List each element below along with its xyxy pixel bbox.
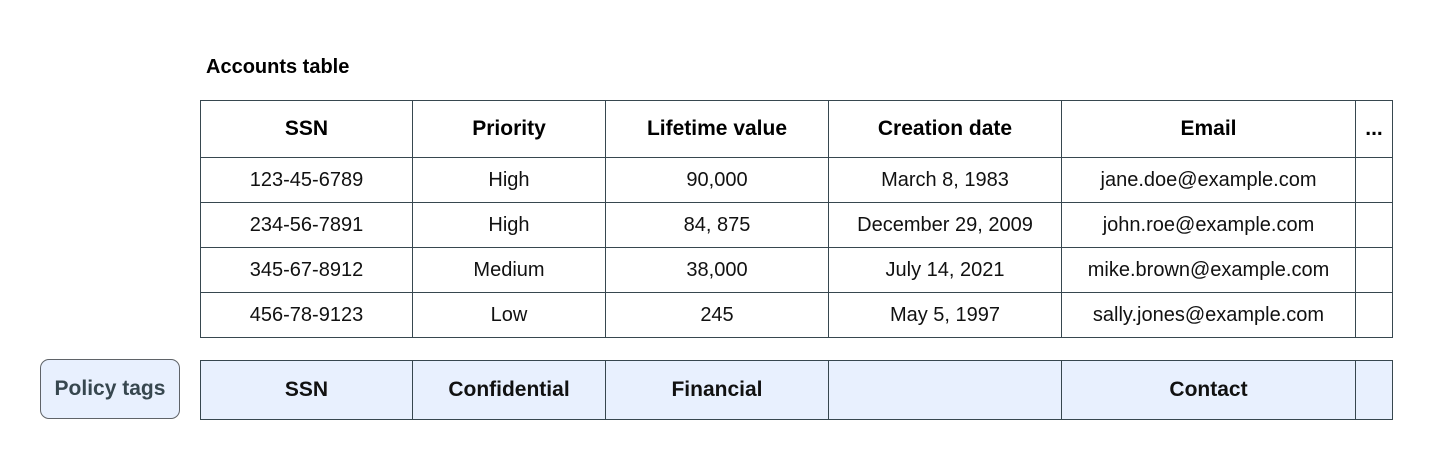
cell-more [1355,202,1393,248]
policy-tag-confidential: Confidential [412,360,606,420]
table-row: 456-78-9123 Low 245 May 5, 1997 sally.jo… [200,292,1393,338]
table-row: 234-56-7891 High 84, 875 December 29, 20… [200,202,1393,248]
cell-email: john.roe@example.com [1061,202,1356,248]
cell-more [1355,292,1393,338]
policy-tag-financial: Financial [605,360,829,420]
cell-lifetime-value: 38,000 [605,247,829,293]
cell-email: mike.brown@example.com [1061,247,1356,293]
policy-tag-contact: Contact [1061,360,1356,420]
header-cell-more: ... [1355,100,1393,158]
header-cell-email: Email [1061,100,1356,158]
cell-creation-date: July 14, 2021 [828,247,1062,293]
cell-priority: High [412,157,606,203]
header-cell-ssn: SSN [200,100,413,158]
cell-creation-date: May 5, 1997 [828,292,1062,338]
cell-ssn: 345-67-8912 [200,247,413,293]
table-row: 345-67-8912 Medium 38,000 July 14, 2021 … [200,247,1393,293]
cell-email: jane.doe@example.com [1061,157,1356,203]
policy-tag-ssn: SSN [200,360,413,420]
table-header-row: SSN Priority Lifetime value Creation dat… [200,100,1393,158]
cell-more [1355,157,1393,203]
policy-tag-cells: SSN Confidential Financial Contact [200,360,1393,420]
cell-lifetime-value: 245 [605,292,829,338]
cell-priority: Low [412,292,606,338]
cell-ssn: 123-45-6789 [200,157,413,203]
policy-tag-empty [828,360,1062,420]
policy-tags-label: Policy tags [40,359,180,419]
header-cell-lifetime-value: Lifetime value [605,100,829,158]
cell-more [1355,247,1393,293]
cell-email: sally.jones@example.com [1061,292,1356,338]
cell-creation-date: March 8, 1983 [828,157,1062,203]
cell-priority: High [412,202,606,248]
policy-tag-empty-more [1355,360,1393,420]
accounts-table: SSN Priority Lifetime value Creation dat… [200,100,1393,338]
cell-ssn: 234-56-7891 [200,202,413,248]
accounts-table-title: Accounts table [206,56,350,78]
cell-creation-date: December 29, 2009 [828,202,1062,248]
policy-tags-row: SSN Confidential Financial Contact [200,360,1393,420]
cell-ssn: 456-78-9123 [200,292,413,338]
header-cell-creation-date: Creation date [828,100,1062,158]
cell-lifetime-value: 84, 875 [605,202,829,248]
cell-priority: Medium [412,247,606,293]
table-row: 123-45-6789 High 90,000 March 8, 1983 ja… [200,157,1393,203]
header-cell-priority: Priority [412,100,606,158]
cell-lifetime-value: 90,000 [605,157,829,203]
